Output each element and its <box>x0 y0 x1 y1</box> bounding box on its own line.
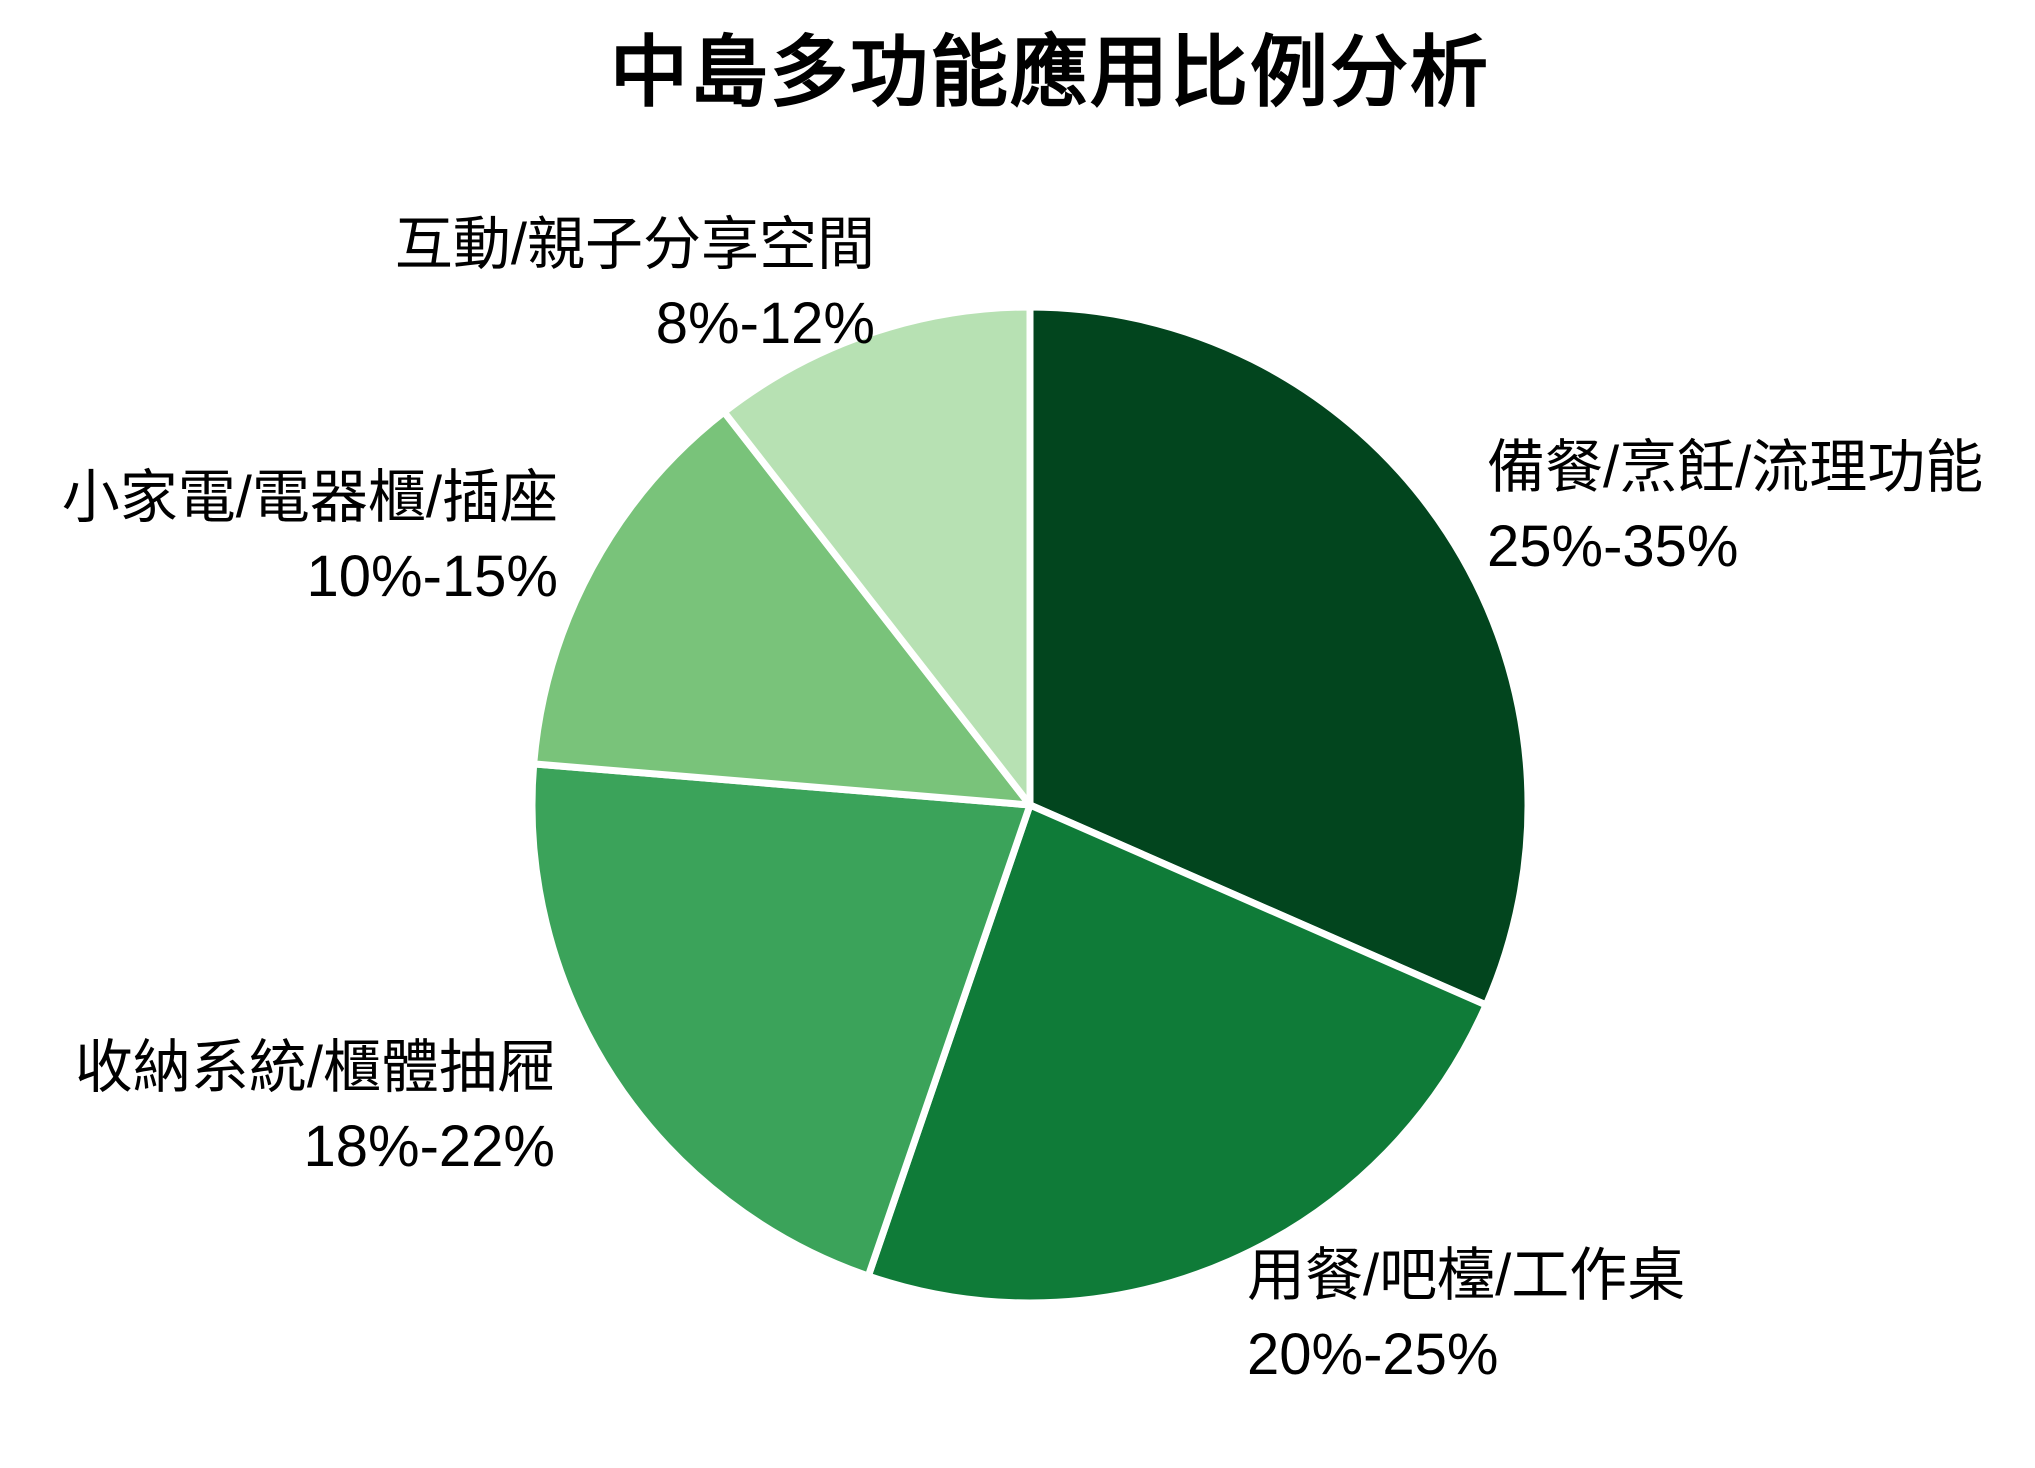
slice-label-text: 小家電/電器櫃/插座 <box>61 465 558 530</box>
slice-range-text: 25%-35% <box>1487 514 1739 579</box>
slice-range-text: 20%-25% <box>1247 1322 1499 1387</box>
slice-label-interactive-space: 互動/親子分享空間 8%-12% <box>395 205 875 363</box>
slice-label-prep-cooking: 備餐/烹飪/流理功能 25%-35% <box>1487 428 1983 586</box>
pie-slice-3 <box>530 408 1034 809</box>
slice-range-text: 18%-22% <box>303 1114 555 1179</box>
slice-label-text: 用餐/吧檯/工作桌 <box>1247 1243 1686 1308</box>
pie-slice-0 <box>1026 303 1532 1009</box>
slice-label-text: 互動/親子分享空間 <box>394 212 875 277</box>
slice-range-text: 10%-15% <box>306 544 558 609</box>
pie-slice-4 <box>720 303 1034 809</box>
slice-range-text: 8%-12% <box>655 291 875 356</box>
slice-label-text: 備餐/烹飪/流理功能 <box>1487 435 1984 500</box>
pie-slice-2 <box>528 760 1034 1280</box>
pie-slice-1 <box>864 801 1490 1307</box>
slice-label-storage-drawers: 收納系統/櫃體抽屜 18%-22% <box>75 1028 555 1186</box>
slice-label-appliances-outlets: 小家電/電器櫃/插座 10%-15% <box>62 458 558 616</box>
chart-title: 中島多功能應用比例分析 <box>609 28 1491 116</box>
slice-label-dining-bar: 用餐/吧檯/工作桌 20%-25% <box>1247 1236 1685 1394</box>
slice-label-text: 收納系統/櫃體抽屜 <box>74 1035 555 1100</box>
